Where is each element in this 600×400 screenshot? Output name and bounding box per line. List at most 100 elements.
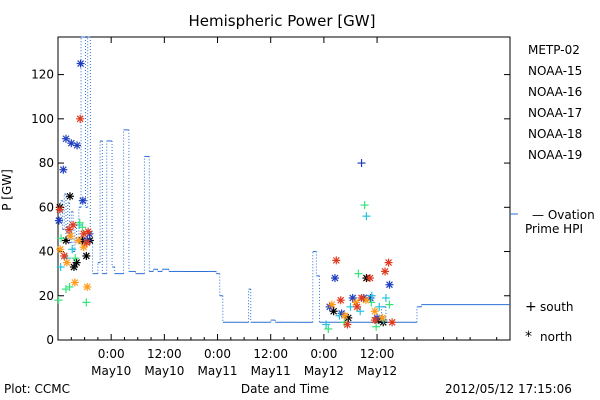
marker-stroke bbox=[70, 263, 78, 271]
south-marker-noaa-16 bbox=[68, 245, 77, 254]
north-marker-noaa-19 bbox=[353, 302, 362, 311]
marker-stroke bbox=[386, 281, 393, 289]
y-tick-labels: 0 20 40 60 80 100 120 bbox=[31, 68, 54, 347]
south-marker-noaa-17 bbox=[354, 269, 363, 278]
y-axis-label: P [GW] bbox=[0, 169, 14, 211]
y-tick-label: 20 bbox=[39, 289, 54, 303]
south-marker-noaa-16 bbox=[362, 212, 371, 221]
marker-stroke bbox=[79, 197, 87, 205]
marker-stroke bbox=[328, 301, 336, 309]
y-tick-label: 80 bbox=[39, 156, 54, 170]
north-marker-noaa-19 bbox=[343, 320, 352, 329]
south-marker-noaa-16 bbox=[322, 320, 331, 329]
legend-entry: NOAA-17 bbox=[528, 106, 582, 120]
south-marker-noaa-16 bbox=[356, 307, 365, 316]
marker-stroke bbox=[366, 274, 374, 282]
marker-stroke bbox=[71, 279, 79, 286]
north-marker-noaa-18 bbox=[79, 243, 88, 252]
south-marker-noaa-17 bbox=[71, 254, 80, 263]
north-marker-noaa-15 bbox=[76, 59, 85, 68]
north-marker-noaa-19 bbox=[82, 238, 91, 247]
x-tick-label-date: May11 bbox=[197, 364, 237, 378]
north-marker-noaa-15 bbox=[59, 165, 68, 174]
south-marker-noaa-17 bbox=[360, 201, 369, 210]
north-marker-noaa-19 bbox=[381, 267, 390, 276]
chart-title: Hemispheric Power [GW] bbox=[189, 12, 376, 30]
south-marker-noaa-17 bbox=[82, 298, 91, 307]
south-marker-noaa-16 bbox=[381, 293, 390, 302]
marker-stroke bbox=[362, 296, 370, 304]
north-marker-noaa-18 bbox=[70, 278, 79, 287]
south-marker-noaa-17 bbox=[65, 282, 74, 291]
south-marker-noaa-17 bbox=[57, 234, 66, 243]
marker-legend-label: north bbox=[540, 330, 572, 344]
marker-stroke bbox=[358, 294, 365, 302]
south-marker-noaa-17 bbox=[385, 300, 394, 309]
y-tick-label: 100 bbox=[31, 112, 54, 126]
legend: METP-02 NOAA-15 NOAA-16 NOAA-17 NOAA-18 NOAA-… bbox=[528, 43, 582, 162]
x-tick-label-date: May10 bbox=[91, 364, 131, 378]
north-marker-noaa-15 bbox=[385, 280, 394, 289]
north-marker-metp-02 bbox=[82, 251, 91, 260]
marker-stroke bbox=[73, 141, 81, 149]
north-marker-noaa-19 bbox=[336, 296, 345, 305]
marker-legend: + south * north bbox=[525, 299, 574, 345]
x-axis-label: Date and Time bbox=[241, 382, 329, 396]
north-marker-metp-02 bbox=[65, 192, 74, 201]
marker-stroke bbox=[337, 296, 345, 304]
north-marker-noaa-19 bbox=[76, 114, 85, 123]
marker-stroke bbox=[352, 298, 360, 306]
marker-stroke bbox=[332, 256, 340, 264]
marker-stroke bbox=[82, 252, 90, 260]
north-marker-noaa-18 bbox=[66, 232, 75, 241]
marker-stroke bbox=[80, 243, 88, 251]
marker-stroke bbox=[60, 252, 68, 260]
north-marker-noaa-15 bbox=[54, 216, 63, 225]
plot-area-frame bbox=[57, 36, 511, 341]
north-marker-noaa-18 bbox=[340, 311, 349, 320]
x-tick-label-date: May12 bbox=[304, 364, 344, 378]
x-tick-label-time: 12:00 bbox=[147, 347, 182, 361]
north-marker-noaa-19 bbox=[357, 293, 366, 302]
north-marker-noaa-19 bbox=[370, 316, 379, 325]
north-marker-noaa-19 bbox=[55, 205, 64, 214]
north-marker-noaa-19 bbox=[69, 220, 78, 229]
legend-entry: NOAA-18 bbox=[528, 127, 582, 141]
marker-stroke bbox=[66, 192, 74, 200]
ovation-prime-hpi-line bbox=[58, 36, 510, 323]
marker-stroke bbox=[83, 239, 91, 247]
north-marker-noaa-15 bbox=[61, 134, 70, 143]
south-marker-noaa-15 bbox=[357, 159, 366, 168]
marker-stroke bbox=[353, 303, 361, 311]
marker-stroke bbox=[66, 232, 74, 240]
x-tick-label-time: 12:00 bbox=[360, 347, 395, 361]
marker-stroke bbox=[55, 217, 63, 224]
legend-entry: METP-02 bbox=[528, 43, 580, 57]
x-tick-label-date: May11 bbox=[251, 364, 291, 378]
north-marker-noaa-15 bbox=[78, 196, 87, 205]
x-tick-label-date: May12 bbox=[357, 364, 397, 378]
north-marker-noaa-18 bbox=[62, 258, 71, 267]
y-tick-label: 40 bbox=[39, 245, 54, 259]
marker-stroke bbox=[74, 237, 82, 244]
marker-stroke bbox=[341, 312, 349, 320]
north-marker-noaa-18 bbox=[327, 300, 336, 309]
marker-stroke bbox=[83, 283, 91, 291]
legend-entry: NOAA-15 bbox=[528, 64, 582, 78]
north-marker-noaa-15 bbox=[73, 141, 82, 150]
marker-stroke bbox=[62, 135, 70, 143]
axis-ticks bbox=[58, 37, 510, 341]
south-marker-noaa-17 bbox=[372, 322, 381, 331]
marker-stroke bbox=[56, 245, 64, 253]
plot-timestamp: 2012/05/12 17:15:06 bbox=[445, 382, 572, 396]
north-marker-metp-02 bbox=[72, 258, 81, 267]
marker-stroke bbox=[73, 259, 81, 267]
marker-legend-label: south bbox=[540, 300, 574, 314]
marker-stroke bbox=[330, 307, 338, 315]
y-tick-label: 0 bbox=[46, 333, 54, 347]
north-marker-noaa-18 bbox=[378, 313, 387, 322]
marker-legend-symbol: * bbox=[525, 329, 532, 345]
marker-stroke bbox=[343, 321, 351, 328]
north-marker-noaa-18 bbox=[74, 236, 83, 245]
x-tick-label-date: May10 bbox=[144, 364, 184, 378]
